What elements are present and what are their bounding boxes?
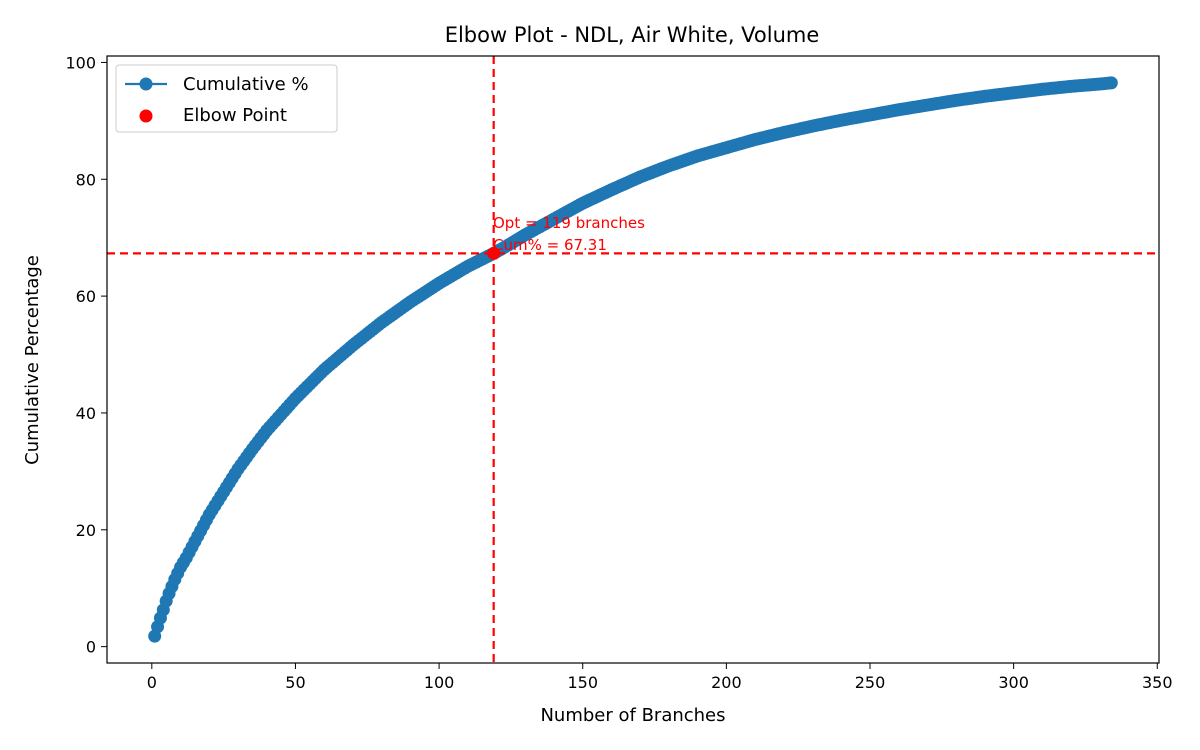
plot-area <box>106 55 1160 664</box>
x-tick-label: 350 <box>1142 673 1173 692</box>
elbow-annotation: Opt = 119 branches Cum% = 67.31 <box>493 214 645 254</box>
chart-title: Elbow Plot - NDL, Air White, Volume <box>445 23 820 47</box>
y-tick-label: 100 <box>65 53 96 72</box>
x-tick-label: 200 <box>711 673 742 692</box>
legend-label-cumulative: Cumulative % <box>183 74 309 95</box>
x-tick-label: 50 <box>285 673 305 692</box>
annotation-line-1: Opt = 119 branches <box>493 214 645 232</box>
legend-label-elbow: Elbow Point <box>183 105 287 126</box>
x-tick-label: 100 <box>424 673 455 692</box>
reference-lines <box>107 56 1159 663</box>
data-point <box>1104 76 1118 90</box>
x-tick-label: 300 <box>998 673 1029 692</box>
y-tick-label: 80 <box>76 170 96 189</box>
x-tick-label: 250 <box>855 673 886 692</box>
elbow-point <box>487 246 501 260</box>
y-tick-label: 0 <box>86 638 96 657</box>
y-tick-label: 20 <box>76 521 96 540</box>
legend-elbow-icon <box>139 109 153 123</box>
x-axis-title: Number of Branches <box>540 705 725 726</box>
plot-frame <box>106 55 1160 664</box>
y-axis: 0 20 40 60 80 100 <box>65 53 107 657</box>
y-axis-title: Cumulative Percentage <box>22 255 43 465</box>
y-tick-label: 40 <box>76 404 96 423</box>
annotation-line-2: Cum% = 67.31 <box>493 236 607 254</box>
series-line-cumulative <box>153 81 1112 637</box>
y-tick-label: 60 <box>76 287 96 306</box>
x-tick-label: 150 <box>567 673 598 692</box>
x-tick-label: 0 <box>147 673 157 692</box>
x-axis: 0 50 100 150 200 250 300 350 <box>147 663 1173 692</box>
legend-marker-icon <box>139 77 153 91</box>
series-layer <box>148 76 1118 643</box>
legend: Cumulative % Elbow Point <box>115 64 338 133</box>
elbow-layer <box>487 246 501 260</box>
legend-box <box>115 64 338 133</box>
